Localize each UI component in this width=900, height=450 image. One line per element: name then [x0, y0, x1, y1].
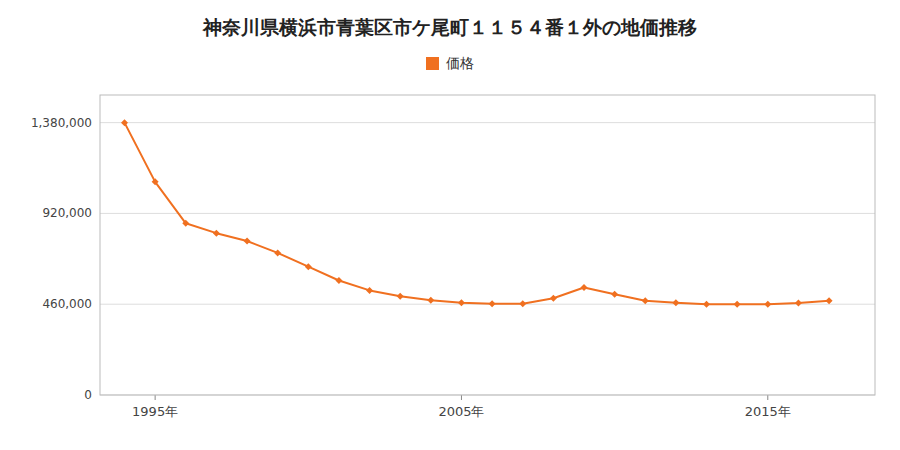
marker — [213, 230, 220, 237]
marker — [795, 300, 802, 307]
marker — [152, 178, 159, 185]
plot-area — [121, 119, 833, 308]
y-tick-label: 1,380,000 — [31, 116, 92, 130]
legend-swatch — [426, 57, 439, 70]
marker — [580, 284, 587, 291]
marker — [458, 299, 465, 306]
marker — [611, 291, 618, 298]
legend: 価格 — [426, 55, 474, 71]
marker — [427, 297, 434, 304]
marker — [305, 263, 312, 270]
y-tick-label: 920,000 — [42, 206, 92, 220]
chart: 神奈川県横浜市青葉区市ケ尾町１１５４番１外の地価推移 0 460,000 920,00… — [0, 0, 900, 450]
grid-line — [100, 122, 875, 123]
marker — [703, 301, 710, 308]
marker — [826, 297, 833, 304]
grid-line — [100, 213, 875, 214]
marker — [550, 295, 557, 302]
legend-label: 価格 — [446, 55, 474, 71]
marker — [397, 293, 404, 300]
marker — [182, 220, 189, 227]
marker — [244, 238, 251, 245]
marker — [489, 300, 496, 307]
marker — [335, 277, 342, 284]
marker — [519, 300, 526, 307]
marker — [274, 249, 281, 256]
marker — [366, 287, 373, 294]
marker — [734, 301, 741, 308]
x-tick-label: 2005年 — [438, 404, 484, 419]
title: 神奈川県横浜市青葉区市ケ尾町１１５４番１外の地価推移 — [202, 16, 697, 38]
y-tick-label: 460,000 — [42, 297, 92, 311]
plot-frame — [100, 95, 875, 395]
y-tick-label: 0 — [84, 388, 92, 402]
x-tick — [155, 395, 156, 400]
marker — [672, 299, 679, 306]
line — [125, 123, 830, 305]
marker — [764, 301, 771, 308]
x-tick-label: 2015年 — [745, 404, 791, 419]
x-tick — [767, 395, 768, 400]
x-tick — [461, 395, 462, 400]
x-tick-label: 1995年 — [132, 404, 178, 419]
marker — [642, 297, 649, 304]
marker — [121, 119, 128, 126]
